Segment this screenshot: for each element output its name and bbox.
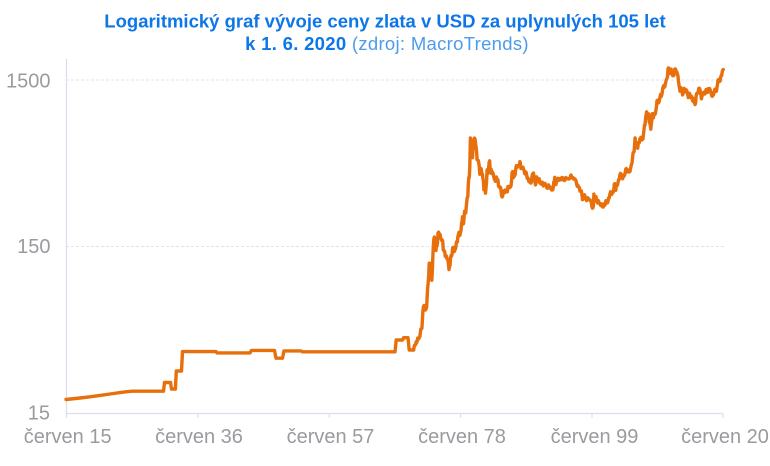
- svg-text:150: 150: [17, 236, 50, 258]
- svg-text:15: 15: [28, 403, 50, 425]
- svg-text:červen 99: červen 99: [551, 426, 639, 448]
- svg-text:červen 36: červen 36: [155, 426, 243, 448]
- svg-text:červen 20: červen 20: [681, 426, 769, 448]
- svg-text:červen 15: červen 15: [24, 426, 112, 448]
- svg-text:červen 57: červen 57: [287, 426, 375, 448]
- svg-text:červen 78: červen 78: [418, 426, 506, 448]
- svg-text:Logaritmický graf vývoje ceny: Logaritmický graf vývoje ceny zlata v US…: [104, 11, 665, 32]
- svg-text:1500: 1500: [6, 71, 51, 93]
- svg-text:k 1. 6. 2020 (zdroj: MacroTren: k 1. 6. 2020 (zdroj: MacroTrends): [245, 33, 529, 54]
